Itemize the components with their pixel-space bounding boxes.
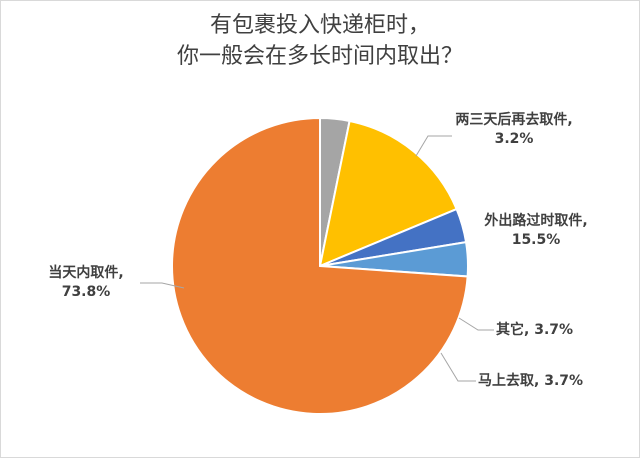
leader-line-slice-4 [140,282,185,289]
chart-title-line-1: 有包裹投入快递柜时， [209,13,430,38]
pie-slices [171,116,469,415]
data-label-slice-0: 两三天后再去取件, 3.2% [452,111,576,149]
pie-slice-4 [171,116,469,415]
data-label-slice-3: 马上去取, 3.7% [478,372,583,391]
label-percent: 3.2% [494,131,534,147]
leader-line-slice-3 [440,352,476,382]
label-percent: 3.7% [534,322,574,338]
label-percent: 15.5% [511,232,561,248]
chart-title: 有包裹投入快递柜时， 你一般会在多长时间内取出？ [0,10,640,72]
leader-line-slice-2 [458,317,494,331]
chart-title-line-2: 你一般会在多长时间内取出？ [176,44,463,69]
data-label-slice-4: 当天内取件, 73.8% [30,264,142,302]
data-label-slice-2: 其它, 3.7% [496,321,573,340]
label-percent: 73.8% [61,284,111,300]
label-text: 其它, [496,322,530,338]
label-text: 外出路过时取件, [484,213,588,229]
label-text: 两三天后再去取件, [455,112,573,128]
leader-lines [140,135,494,382]
data-label-slice-1: 外出路过时取件, 15.5% [476,212,596,250]
label-percent: 3.7% [544,373,584,389]
label-text: 马上去取, [478,373,540,389]
leader-line-slice-0 [415,135,452,157]
label-text: 当天内取件, [48,265,124,281]
pie-slice-1 [318,119,458,268]
